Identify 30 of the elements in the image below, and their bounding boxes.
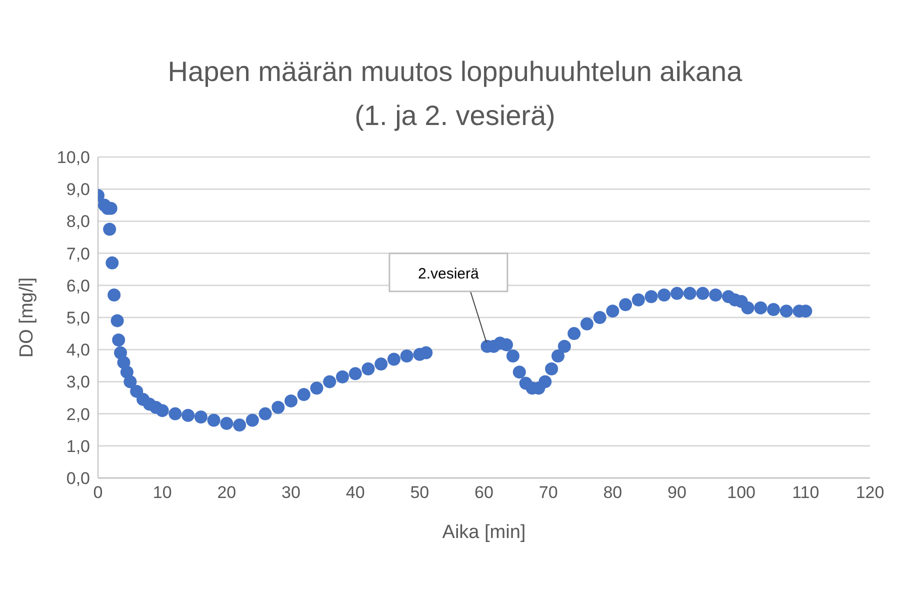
x-tick-label: 90 [668, 483, 686, 502]
x-tick-label: 0 [93, 483, 103, 502]
x-tick-label: 30 [282, 483, 300, 502]
x-tick-label: 50 [410, 483, 430, 502]
chart-subtitle: (1. ja 2. vesierä) [354, 99, 556, 133]
x-axis-title: Aika [min] [442, 522, 526, 543]
y-tick-label: 2,0 [66, 404, 90, 424]
x-tick-label: 120 [856, 483, 884, 502]
y-tick-label: 6,0 [66, 276, 90, 296]
chart-title: Hapen määrän muutos loppuhuuhtelun aikana [168, 55, 742, 89]
annotation: 2.vesierä [418, 265, 480, 282]
y-axis-title: DO [mg/l] [16, 277, 38, 358]
y-tick-label: 0,0 [66, 469, 90, 488]
x-tick-label: 20 [217, 483, 236, 502]
y-tick-label: 8,0 [66, 212, 90, 232]
x-tick-label: 110 [792, 483, 820, 502]
y-tick-label: 7,0 [66, 244, 90, 264]
x-tick-label: 60 [474, 483, 494, 502]
y-tick-label: 4,0 [66, 340, 90, 360]
y-tick-label: 10,0 [56, 148, 90, 168]
y-tick-label: 1,0 [66, 436, 90, 456]
x-tick-label: 80 [603, 483, 622, 502]
x-tick-label: 100 [727, 483, 756, 502]
y-tick-label: 5,0 [66, 308, 90, 328]
x-tick-label: 70 [538, 483, 558, 502]
x-tick-label: 40 [346, 483, 365, 502]
callout-box: 2.vesierä [388, 252, 508, 343]
y-tick-label: 9,0 [66, 180, 90, 200]
y-tick-label: 3,0 [66, 372, 90, 392]
x-tick-label: 10 [152, 483, 172, 502]
